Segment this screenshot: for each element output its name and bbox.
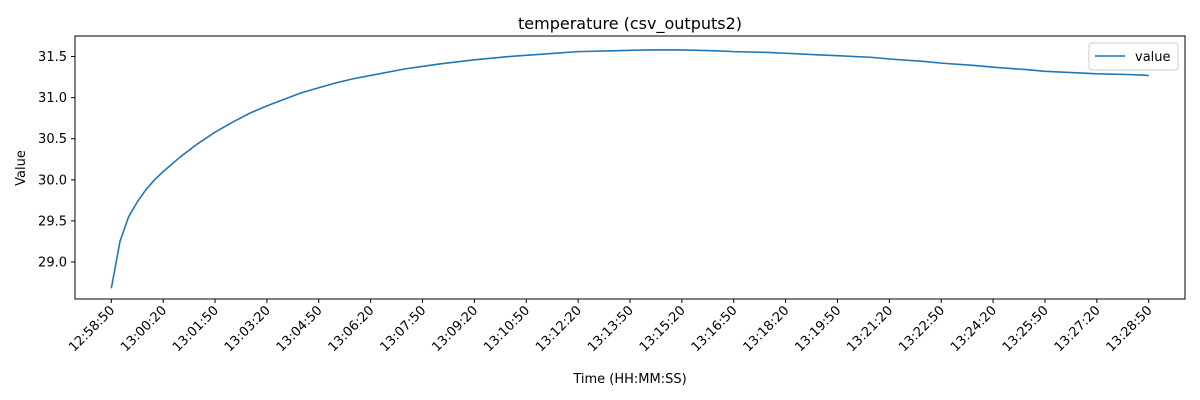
plot-frame <box>74 35 1186 300</box>
legend-entry-value: value <box>1135 50 1171 65</box>
y-axis-ticks: 29.0 29.5 30.0 30.5 31.0 31.5 <box>38 50 75 271</box>
series-line-value <box>110 49 1149 289</box>
legend: value <box>1088 42 1179 71</box>
y-tick-label: 29.5 <box>38 214 67 229</box>
chart-title: temperature (csv_outputs2) <box>518 14 742 34</box>
x-axis-label: Time (HH:MM:SS) <box>572 372 686 387</box>
legend-box <box>1088 42 1179 71</box>
y-tick-label: 31.0 <box>38 91 67 106</box>
y-tick-label: 30.0 <box>38 173 67 188</box>
y-axis-label: Value <box>14 150 29 186</box>
y-tick-label: 30.5 <box>38 132 67 147</box>
y-tick-label: 31.5 <box>38 50 67 65</box>
y-tick-label: 29.0 <box>38 256 67 271</box>
